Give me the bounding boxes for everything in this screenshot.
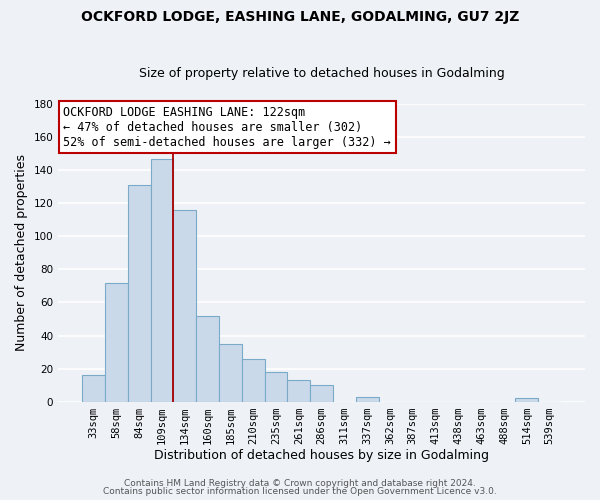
Bar [173,210,196,402]
Bar [82,375,105,402]
Bar [242,358,265,402]
Bar [128,185,151,402]
Bar [515,398,538,402]
Bar [287,380,310,402]
Bar [151,159,173,402]
X-axis label: Distribution of detached houses by size in Godalming: Distribution of detached houses by size … [154,450,489,462]
Bar [196,316,219,402]
Text: Contains public sector information licensed under the Open Government Licence v3: Contains public sector information licen… [103,487,497,496]
Bar [105,282,128,402]
Bar [265,372,287,402]
Bar [310,385,333,402]
Y-axis label: Number of detached properties: Number of detached properties [15,154,28,352]
Text: OCKFORD LODGE EASHING LANE: 122sqm
← 47% of detached houses are smaller (302)
52: OCKFORD LODGE EASHING LANE: 122sqm ← 47%… [64,106,391,149]
Text: OCKFORD LODGE, EASHING LANE, GODALMING, GU7 2JZ: OCKFORD LODGE, EASHING LANE, GODALMING, … [81,10,519,24]
Bar [356,396,379,402]
Bar [219,344,242,402]
Text: Contains HM Land Registry data © Crown copyright and database right 2024.: Contains HM Land Registry data © Crown c… [124,478,476,488]
Title: Size of property relative to detached houses in Godalming: Size of property relative to detached ho… [139,66,505,80]
